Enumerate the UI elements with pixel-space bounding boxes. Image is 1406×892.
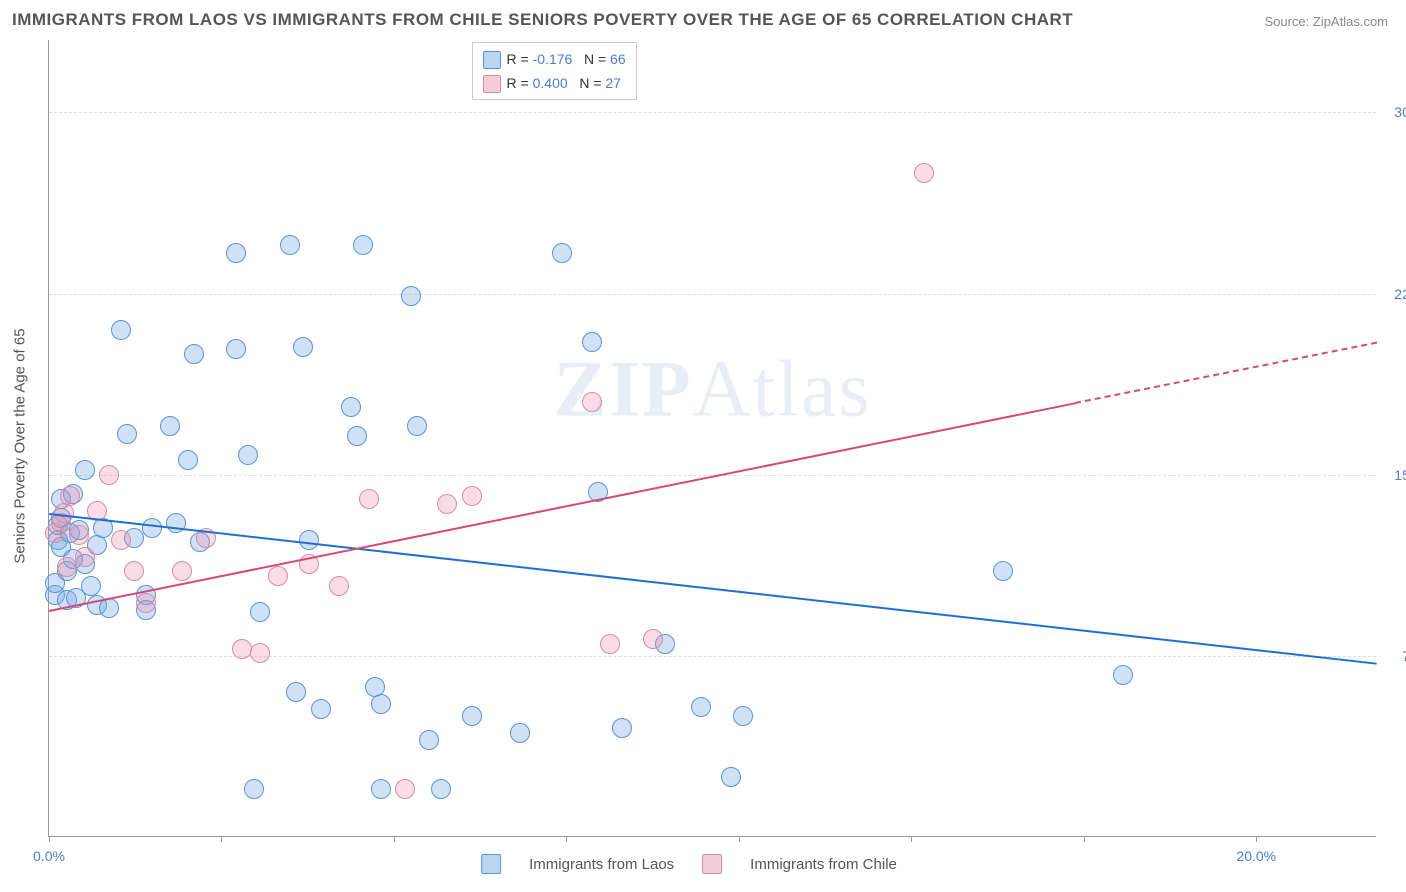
scatter-point-chile: [395, 779, 415, 799]
legend-swatch-icon: [483, 75, 501, 93]
scatter-point-chile: [359, 489, 379, 509]
scatter-point-laos: [250, 602, 270, 622]
scatter-point-laos: [111, 320, 131, 340]
scatter-point-laos: [401, 286, 421, 306]
scatter-point-laos: [552, 243, 572, 263]
scatter-point-chile: [60, 486, 80, 506]
scatter-point-laos: [226, 339, 246, 359]
scatter-point-laos: [510, 723, 530, 743]
scatter-point-laos: [160, 416, 180, 436]
y-tick-label: 7.5%: [1382, 648, 1406, 664]
scatter-point-laos: [347, 426, 367, 446]
scatter-point-chile: [57, 557, 77, 577]
scatter-point-laos: [993, 561, 1013, 581]
trend-line: [49, 402, 1076, 612]
gridline-horizontal: [49, 112, 1376, 113]
scatter-point-laos: [462, 706, 482, 726]
scatter-point-laos: [286, 682, 306, 702]
watermark: ZIPAtlas: [553, 345, 871, 436]
series-legend: Immigrants from Laos Immigrants from Chil…: [481, 854, 925, 874]
x-tick-mark: [221, 836, 222, 842]
scatter-point-laos: [226, 243, 246, 263]
scatter-point-laos: [691, 697, 711, 717]
scatter-point-chile: [329, 576, 349, 596]
scatter-point-chile: [462, 486, 482, 506]
stats-legend-row: R = 0.400 N = 27: [483, 71, 626, 95]
scatter-point-chile: [232, 639, 252, 659]
scatter-point-chile: [250, 643, 270, 663]
scatter-point-laos: [75, 460, 95, 480]
legend-swatch-icon: [483, 51, 501, 69]
scatter-point-laos: [341, 397, 361, 417]
scatter-point-laos: [244, 779, 264, 799]
chart-plot-area: ZIPAtlas 7.5%15.0%22.5%30.0%0.0%20.0%R =…: [48, 40, 1376, 837]
legend-series-label: Immigrants from Laos: [529, 856, 674, 873]
scatter-point-laos: [81, 576, 101, 596]
scatter-point-laos: [117, 424, 137, 444]
scatter-point-laos: [371, 779, 391, 799]
scatter-point-chile: [643, 629, 663, 649]
scatter-point-laos: [299, 530, 319, 550]
scatter-point-laos: [293, 337, 313, 357]
scatter-point-chile: [600, 634, 620, 654]
scatter-point-chile: [69, 525, 89, 545]
y-axis-title: Seniors Poverty Over the Age of 65: [12, 328, 29, 563]
scatter-point-chile: [268, 566, 288, 586]
scatter-point-laos: [238, 445, 258, 465]
stats-legend: R = -0.176 N = 66R = 0.400 N = 27: [472, 42, 637, 100]
legend-swatch-icon: [481, 854, 501, 874]
y-tick-label: 22.5%: [1382, 286, 1406, 302]
scatter-point-laos: [280, 235, 300, 255]
scatter-point-laos: [142, 518, 162, 538]
x-tick-mark: [49, 836, 50, 842]
x-tick-mark: [394, 836, 395, 842]
scatter-point-laos: [582, 332, 602, 352]
x-tick-mark: [1084, 836, 1085, 842]
stats-legend-row: R = -0.176 N = 66: [483, 47, 626, 71]
x-tick-mark: [739, 836, 740, 842]
scatter-point-laos: [431, 779, 451, 799]
y-tick-label: 30.0%: [1382, 104, 1406, 120]
y-tick-label: 15.0%: [1382, 467, 1406, 483]
scatter-point-chile: [75, 547, 95, 567]
scatter-point-laos: [733, 706, 753, 726]
scatter-point-chile: [582, 392, 602, 412]
scatter-point-chile: [136, 593, 156, 613]
gridline-horizontal: [49, 294, 1376, 295]
source-label: Source: ZipAtlas.com: [1264, 14, 1388, 29]
scatter-point-laos: [419, 730, 439, 750]
x-tick-mark: [1256, 836, 1257, 842]
x-tick-label: 0.0%: [33, 848, 65, 864]
scatter-point-laos: [407, 416, 427, 436]
scatter-point-chile: [914, 163, 934, 183]
chart-title: IMMIGRANTS FROM LAOS VS IMMIGRANTS FROM …: [12, 10, 1073, 30]
scatter-point-laos: [353, 235, 373, 255]
legend-series-label: Immigrants from Chile: [750, 856, 897, 873]
scatter-point-laos: [371, 694, 391, 714]
x-tick-label: 20.0%: [1236, 848, 1276, 864]
legend-swatch-icon: [702, 854, 722, 874]
scatter-point-chile: [124, 561, 144, 581]
x-tick-mark: [566, 836, 567, 842]
scatter-point-chile: [437, 494, 457, 514]
scatter-point-laos: [1113, 665, 1133, 685]
scatter-point-laos: [178, 450, 198, 470]
scatter-point-chile: [111, 530, 131, 550]
scatter-point-chile: [99, 465, 119, 485]
scatter-point-laos: [311, 699, 331, 719]
scatter-point-laos: [184, 344, 204, 364]
scatter-point-laos: [612, 718, 632, 738]
x-tick-mark: [911, 836, 912, 842]
scatter-point-chile: [172, 561, 192, 581]
trend-line: [1075, 342, 1377, 404]
scatter-point-laos: [721, 767, 741, 787]
